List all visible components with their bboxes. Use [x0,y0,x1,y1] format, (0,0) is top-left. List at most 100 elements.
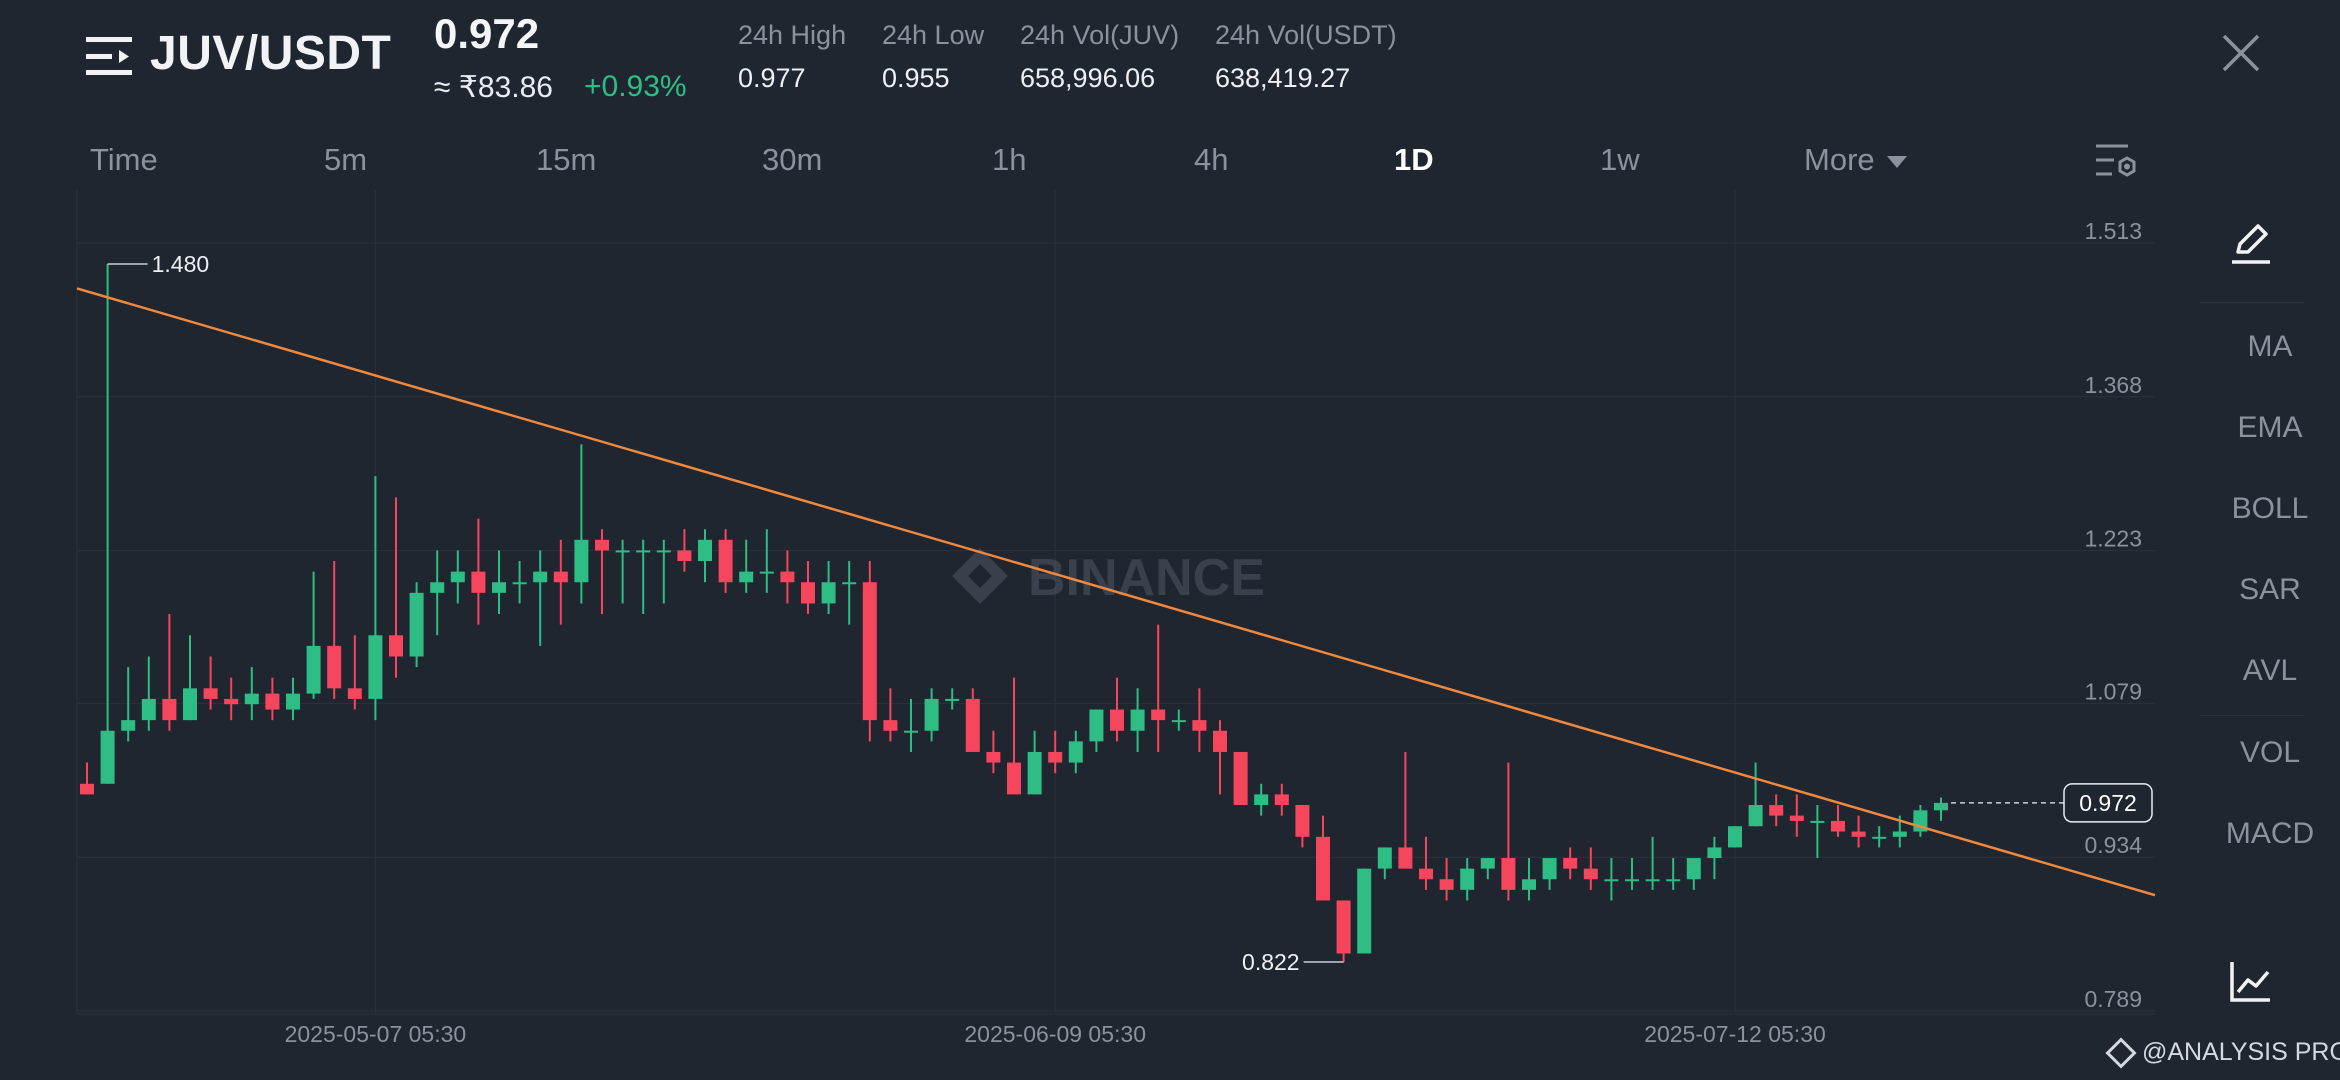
indicator-ma[interactable]: MA [2247,330,2293,363]
stat-label: 24h High [738,20,847,50]
candle-body [904,730,918,733]
indicator-ema[interactable]: EMA [2237,411,2303,444]
candle-body [1789,815,1804,821]
candle-body [1171,720,1186,723]
candle-body [1501,858,1516,890]
line-chart-icon[interactable] [2228,958,2274,1004]
stat-label: 24h Vol(USDT) [1215,20,1397,50]
tab-15m[interactable]: 15m [536,142,597,177]
candle-body [574,539,589,583]
candle-body [100,730,115,784]
tab-1h[interactable]: 1h [992,142,1027,177]
candle-body [265,693,280,710]
interval-tabs: Time 5m 15m 30m 1h 4h 1D 1w [0,132,2160,188]
candlestick-chart[interactable]: BINANCE 1.513 1.368 1.223 1.079 0.934 0.789 202… [0,190,2160,1050]
candle-body [471,571,486,593]
candle-body [1707,847,1722,859]
analysis-pro-watermark: @ANALYSIS PRO [2105,1037,2340,1069]
y-tick-label: 1.368 [2084,372,2142,398]
candle-body [1213,730,1227,752]
candle-body [945,698,960,701]
candle-body [244,693,259,705]
candle-body [759,571,774,574]
candle-body [1233,751,1248,805]
y-tick-label: 1.079 [2084,678,2142,704]
candle-body [1666,879,1681,882]
divider [2200,715,2304,716]
candle-body [306,645,321,694]
watermark-text: @ANALYSIS PRO [2142,1038,2340,1066]
candle-body [1934,802,1948,811]
tab-1w[interactable]: 1w [1600,142,1640,177]
candle-body [739,571,754,583]
candle-body [615,550,630,553]
y-tick-label: 0.934 [2084,832,2142,858]
indicator-avl[interactable]: AVL [2242,654,2298,687]
x-tick-label: 2025-06-09 05:30 [964,1021,1146,1047]
candle-body [162,698,177,721]
candle-body [389,635,403,657]
candle-body [821,582,836,604]
candle-body [512,582,527,585]
candle-body [203,688,218,699]
tab-5m[interactable]: 5m [324,142,368,177]
candle-body [698,539,712,562]
candle-body [1872,836,1887,839]
low-marker-label: 0.822 [1242,949,1300,975]
draw-pencil-icon[interactable] [2228,220,2274,266]
candle-body [1110,709,1124,731]
tab-1d[interactable]: 1D [1394,142,1434,177]
candle-body [656,550,671,553]
candle-body [1851,831,1866,837]
trend-line[interactable] [76,287,2156,897]
tab-30m[interactable]: 30m [762,142,823,177]
candle-body [1357,868,1372,954]
binance-logo-icon [952,548,1008,604]
candle-body [1254,794,1269,805]
menu-icon[interactable] [86,34,132,78]
candle-body [677,550,692,562]
current-price-badge [2063,783,2153,823]
stat-value: 658,996.06 [1020,63,1156,93]
x-tick-label: 2025-07-12 05:30 [1644,1021,1826,1047]
last-price: 0.972 [434,10,540,57]
close-icon[interactable] [2218,30,2264,76]
candle-body [1398,847,1413,869]
candle-body [1007,762,1021,795]
y-tick-label: 1.223 [2084,526,2142,552]
candle-body [141,698,156,721]
candle-body [553,571,568,583]
candle-body [842,582,857,585]
tab-more-label: More [1804,142,1875,177]
indicator-boll[interactable]: BOLL [2231,492,2309,525]
candle-body [1625,879,1639,882]
candle-body [1377,847,1392,869]
candle-body [1439,879,1454,890]
candle-body [183,688,197,721]
candle-body [780,571,795,583]
stat-label: 24h Low [882,20,985,50]
fiat-price: ≈ ₹83.86 [434,71,553,104]
candle-body [1583,868,1598,880]
price-change-percent: +0.93% [584,70,687,103]
candle-body [1604,879,1619,882]
chart-settings-icon[interactable] [2094,142,2138,182]
indicator-vol[interactable]: VOL [2239,736,2301,769]
candle-body [450,571,465,583]
tab-4h[interactable]: 4h [1194,142,1229,177]
indicator-macd[interactable]: MACD [2225,817,2315,850]
indicator-sar[interactable]: SAR [2239,573,2301,606]
candle-body [924,698,939,731]
candle-body [718,539,733,583]
candle-body [533,571,548,583]
candle-body [409,592,424,657]
stat-24h-low: 24h Low 0.955 [882,20,984,94]
tab-time[interactable]: Time [90,142,158,177]
candle-body [965,698,980,752]
candle-body [1316,836,1330,901]
x-tick-label: 2025-05-07 05:30 [285,1021,467,1047]
candle-body [1810,820,1825,823]
pair-name[interactable]: JUV/USDT [150,27,392,80]
candle-body [1089,709,1104,742]
tab-more[interactable]: More [1804,142,1907,178]
